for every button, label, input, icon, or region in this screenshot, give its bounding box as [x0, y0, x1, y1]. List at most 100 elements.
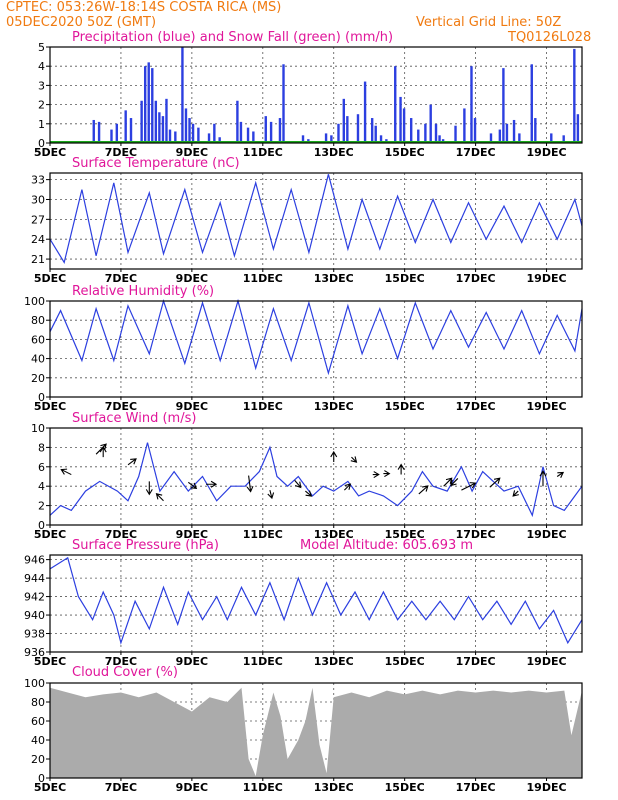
x-tick-label: 19DEC	[527, 528, 567, 541]
header-date: 05DEC2020 50Z (GMT)	[6, 15, 157, 30]
precip-bar	[168, 129, 172, 143]
precip-bar	[370, 118, 374, 143]
precip-bar	[165, 98, 168, 143]
wind-direction-arrow	[294, 480, 302, 489]
x-tick-label: 9DEC	[176, 400, 208, 413]
y-tick-label: 80	[31, 696, 45, 709]
y-tick-label: 20	[31, 372, 45, 385]
x-tick-label: 9DEC	[176, 528, 208, 541]
x-tick-label: 5DEC	[34, 272, 66, 285]
wind-direction-arrow	[418, 485, 429, 495]
precip-bar	[489, 133, 493, 143]
rh-series-line	[49, 298, 583, 376]
precip-bar	[147, 62, 150, 143]
x-tick-label: 15DEC	[385, 400, 425, 413]
precip-bar	[576, 114, 580, 143]
x-tick-label: 15DEC	[385, 781, 425, 794]
wind-direction-arrow	[539, 470, 547, 487]
wind-direction-arrow	[489, 477, 501, 488]
header-location: CPTEC: 053:26W-18:14S COSTA RICA (MS)	[6, 0, 282, 15]
precip-bar	[330, 135, 333, 143]
precip-bar	[92, 119, 95, 143]
wind-panel: 0 2 4 6 8 10 5DEC 7DEC 9DEC 11DEC 13DEC 15DEC 17DEC 1…	[31, 422, 583, 541]
y-tick-label: 100	[24, 677, 45, 690]
wind-direction-arrow	[397, 463, 405, 475]
x-tick-label: 19DEC	[527, 655, 567, 668]
precip-bar	[502, 68, 505, 143]
x-tick-label: 19DEC	[527, 272, 567, 285]
x-tick-label: 15DEC	[385, 655, 425, 668]
press-model-altitude: Model Altitude: 605.693 m	[300, 538, 474, 553]
precip-bar	[264, 116, 267, 143]
precip-bar	[573, 48, 576, 143]
x-tick-label: 7DEC	[105, 272, 137, 285]
precip-bar	[399, 96, 402, 143]
wind-direction-arrow	[95, 443, 107, 455]
precip-bar	[530, 64, 533, 143]
y-tick-label: 2	[38, 99, 45, 112]
precip-bar	[424, 123, 427, 143]
precip-bar	[143, 66, 147, 143]
x-tick-label: 5DEC	[34, 781, 66, 794]
y-tick-label: 40	[31, 734, 45, 747]
precip-bar	[434, 123, 438, 143]
precip-title: Precipitation (blue) and Snow Fall (gree…	[72, 30, 394, 45]
x-tick-label: 13DEC	[314, 272, 354, 285]
precip-bar	[379, 135, 383, 143]
wind-direction-arrow	[127, 458, 137, 466]
y-tick-label: 80	[31, 314, 45, 327]
header-grid-note: Vertical Grid Line: 50Z	[416, 15, 562, 30]
cloud-panel: 0 20 40 60 80 100 5DEC 7DEC 9DEC 11DEC 13DEC 15DEC 1…	[24, 677, 583, 794]
y-tick-label: 21	[31, 253, 45, 266]
precip-bar	[356, 114, 360, 143]
precip-frame	[49, 46, 583, 144]
y-tick-label: 4	[38, 60, 45, 73]
precip-bar	[278, 118, 282, 143]
x-tick-label: 17DEC	[456, 655, 496, 668]
press-panel: 936 938 940 942 944 946 5DEC 7DEC 9DEC 11DEC 13DEC…	[24, 554, 583, 668]
x-tick-label: 13DEC	[314, 400, 354, 413]
precip-bar	[505, 123, 509, 143]
y-tick-label: 10	[31, 422, 45, 435]
precip-bar	[498, 129, 502, 143]
wind-direction-arrow	[512, 490, 519, 497]
y-tick-label: 40	[31, 353, 45, 366]
y-tick-label: 0	[38, 519, 45, 532]
precip-bar	[402, 108, 406, 143]
y-tick-label: 60	[31, 715, 45, 728]
x-tick-label: 15DEC	[385, 146, 425, 159]
precip-bar	[97, 121, 101, 143]
precip-bar	[181, 47, 184, 143]
y-tick-label: 938	[24, 628, 45, 641]
y-tick-label: 5	[38, 41, 45, 54]
x-tick-label: 11DEC	[243, 272, 283, 285]
x-tick-label: 17DEC	[456, 528, 496, 541]
precip-bar	[374, 125, 377, 143]
wind-direction-arrow	[450, 478, 459, 487]
precip-bar	[454, 125, 457, 143]
precip-bar	[213, 123, 216, 143]
precip-bar	[301, 135, 305, 143]
x-tick-label: 7DEC	[105, 400, 137, 413]
precip-bar	[463, 108, 466, 143]
x-tick-label: 11DEC	[243, 528, 283, 541]
rh-frame	[49, 300, 583, 398]
y-tick-label: 936	[24, 646, 45, 659]
precip-bar	[158, 112, 161, 143]
y-tick-label: 8	[38, 441, 45, 454]
precip-bar	[324, 133, 328, 143]
precip-bar	[394, 66, 397, 143]
precip-bar	[342, 98, 345, 143]
precip-bar	[184, 108, 188, 143]
press-title: Surface Pressure (hPa)	[72, 538, 219, 553]
wind-direction-arrow	[305, 490, 313, 497]
precip-bar	[534, 118, 537, 143]
precip-bar	[550, 133, 553, 143]
x-tick-label: 11DEC	[243, 781, 283, 794]
x-tick-label: 5DEC	[34, 528, 66, 541]
wind-title: Surface Wind (m/s)	[72, 411, 197, 426]
wind-direction-arrow	[246, 475, 254, 493]
wind-direction-arrow	[343, 483, 352, 491]
precip-bar	[417, 129, 420, 143]
wind-direction-arrow	[372, 471, 380, 479]
